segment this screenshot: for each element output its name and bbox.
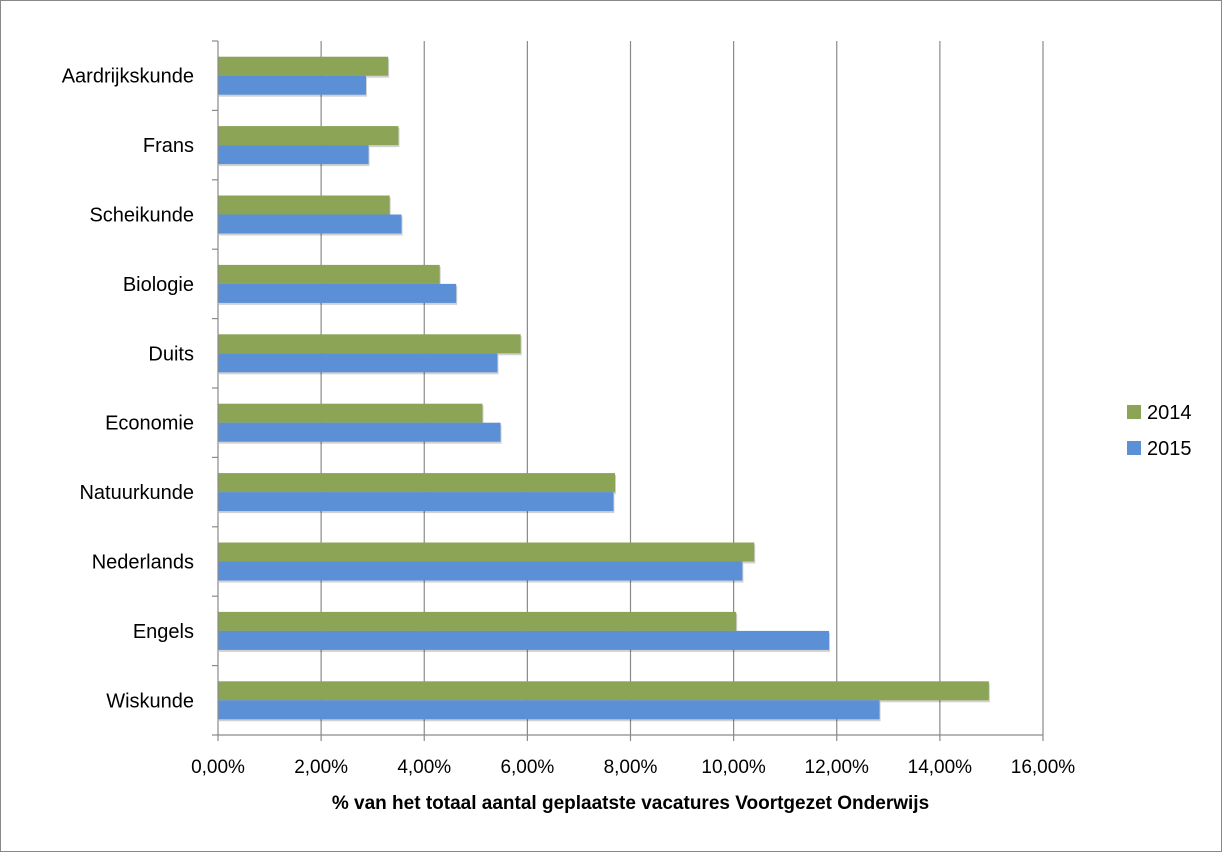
bar-2015-duits [218,353,498,373]
bar-2014-biologie [218,264,440,284]
bar-2014-nederlands [218,542,755,562]
category-label: Economie [105,413,194,435]
gridlines [320,41,1044,735]
bar-2015-biologie [218,283,457,303]
bar-2015-wiskunde [218,700,880,720]
x-tick-label: 6,00% [500,757,554,778]
x-tick-label: 0,00% [191,757,245,778]
x-tick-label: 4,00% [397,757,451,778]
bar-2014-scheikunde [218,195,390,215]
x-tick-label: 12,00% [805,757,870,778]
bar-2014-aardrijkskunde [218,56,389,76]
category-label: Aardrijkskunde [62,66,194,88]
category-label: Nederlands [92,552,194,574]
bar-2015-natuurkunde [218,492,614,512]
bar-2015-engels [218,630,830,650]
bar-2014-wiskunde [218,681,989,701]
bar-2014-economie [218,403,483,423]
category-label: Engels [133,621,194,643]
legend-swatch-2015 [1127,441,1141,455]
category-labels: Aardrijkskunde Frans Scheikunde Biologie Dui… [62,66,194,713]
bar-2015-economie [218,422,501,442]
bar-2014-duits [218,334,521,354]
x-axis-title: % van het totaal aantal geplaatste vacat… [332,793,929,814]
x-tick-label: 8,00% [604,757,658,778]
bar-2015-aardrijkskunde [218,75,366,95]
legend: 2014 2015 [1127,402,1192,460]
legend-swatch-2014 [1127,405,1141,419]
category-label: Natuurkunde [79,482,194,504]
bar-2014-engels [218,611,737,631]
category-label: Wiskunde [106,690,194,712]
x-tick-label: 2,00% [294,757,348,778]
tick-labels: 0,00% 2,00% 4,00% 6,00% 8,00% 10,00% 12,00% 14,… [191,757,1075,778]
bar-2015-scheikunde [218,214,402,234]
bar-2014-frans [218,126,399,146]
x-tick-label: 14,00% [908,757,973,778]
bar-2015-nederlands [218,561,743,581]
legend-label-2015: 2015 [1147,438,1192,460]
bar-2015-frans [218,145,369,165]
axes [212,40,1044,741]
x-tick-label: 10,00% [701,757,766,778]
category-label: Biologie [123,274,194,296]
category-label: Frans [143,135,194,157]
legend-label-2014: 2014 [1147,402,1192,424]
category-label: Duits [148,343,194,365]
bars [218,56,990,722]
bar-2014-natuurkunde [218,473,616,493]
category-label: Scheikunde [89,205,194,227]
x-tick-label: 16,00% [1011,757,1076,778]
